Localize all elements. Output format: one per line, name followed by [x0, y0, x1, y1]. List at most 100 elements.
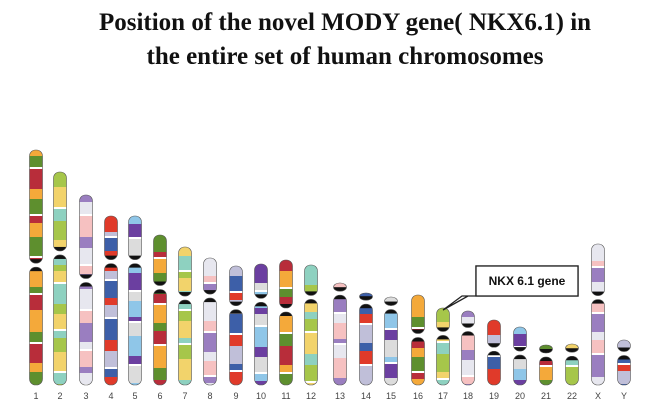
band: [304, 354, 318, 365]
band: [304, 285, 318, 295]
band: [487, 320, 501, 335]
bands: [513, 327, 527, 386]
band: [79, 195, 93, 202]
band: [104, 340, 118, 351]
band: [229, 335, 243, 346]
outline-q: [178, 299, 192, 386]
band-stripe: [104, 317, 118, 319]
chromosome: 20: [513, 326, 527, 401]
band: [279, 260, 293, 271]
centromere: [153, 281, 167, 294]
band-stripe: [53, 371, 67, 373]
chromosome-label: 12: [306, 391, 316, 401]
band: [128, 301, 142, 317]
band: [461, 311, 475, 317]
outline-q: [203, 297, 217, 386]
outline-p: [436, 307, 450, 332]
band: [29, 169, 43, 189]
band: [591, 303, 605, 314]
outline-p: [203, 257, 217, 295]
outline-q: [565, 355, 579, 386]
callout-box: [475, 265, 579, 297]
band-stripe: [104, 279, 118, 281]
outline-q: [513, 354, 527, 386]
title-line: the entire set of human chromosomes: [147, 43, 544, 70]
band: [333, 323, 347, 339]
band: [203, 321, 217, 333]
band: [178, 345, 192, 359]
band: [178, 359, 192, 380]
centromere: [359, 296, 373, 309]
band-stripe: [254, 325, 268, 327]
band-stripe: [79, 384, 93, 385]
chromosome-label: 22: [567, 391, 577, 401]
band-stripe: [178, 270, 192, 272]
chromosome: 11: [279, 259, 293, 401]
band-stripe: [411, 371, 425, 373]
band: [279, 346, 293, 365]
band-stripe: [53, 329, 67, 331]
band: [79, 373, 93, 385]
band: [128, 366, 142, 383]
outline-p: [104, 215, 118, 260]
band-stripe: [229, 333, 243, 335]
band-stripe: [29, 214, 43, 216]
centromere: [617, 347, 631, 360]
band: [461, 377, 475, 384]
band: [104, 232, 118, 238]
band: [304, 312, 318, 319]
band: [229, 266, 243, 276]
centromere: [279, 304, 293, 316]
band: [279, 374, 293, 385]
band: [153, 235, 167, 252]
bands: [178, 247, 192, 385]
band-stripe: [229, 291, 243, 293]
band-stripe: [359, 323, 373, 325]
band: [436, 322, 450, 343]
band-stripe: [203, 375, 217, 377]
band: [539, 367, 553, 380]
band: [513, 380, 527, 386]
band: [254, 374, 268, 381]
outline-p: [591, 243, 605, 296]
band: [53, 265, 67, 271]
band: [53, 314, 67, 331]
chromosome-label: 7: [182, 391, 187, 401]
band-stripe: [29, 256, 43, 258]
band: [411, 379, 425, 385]
outline-p: [487, 319, 501, 348]
chromosome-label: 8: [207, 391, 212, 401]
outline-p: [254, 263, 268, 299]
outline-p: [513, 326, 527, 352]
centromere: [203, 290, 217, 303]
band-stripe: [304, 381, 318, 383]
band: [104, 319, 118, 340]
band: [29, 156, 43, 169]
centromere: [384, 301, 398, 314]
band: [79, 351, 93, 367]
band-stripe: [384, 362, 398, 364]
chromosome-label: 3: [83, 391, 88, 401]
band: [178, 256, 192, 272]
band: [333, 358, 347, 378]
band: [359, 293, 373, 314]
outline-q: [279, 311, 293, 386]
band-stripe: [29, 167, 43, 169]
chromosome-label: 16: [413, 391, 423, 401]
band: [153, 346, 167, 368]
band: [254, 314, 268, 327]
band: [436, 354, 450, 372]
chromosome: 9: [229, 265, 243, 401]
band: [279, 365, 293, 374]
band: [229, 293, 243, 300]
band: [487, 369, 501, 385]
band: [153, 259, 167, 273]
band: [436, 308, 450, 322]
band: [79, 248, 93, 266]
chromosome: 6: [153, 234, 167, 401]
band-stripe: [617, 363, 631, 365]
band: [539, 361, 553, 367]
band: [203, 377, 217, 383]
band: [513, 334, 527, 348]
